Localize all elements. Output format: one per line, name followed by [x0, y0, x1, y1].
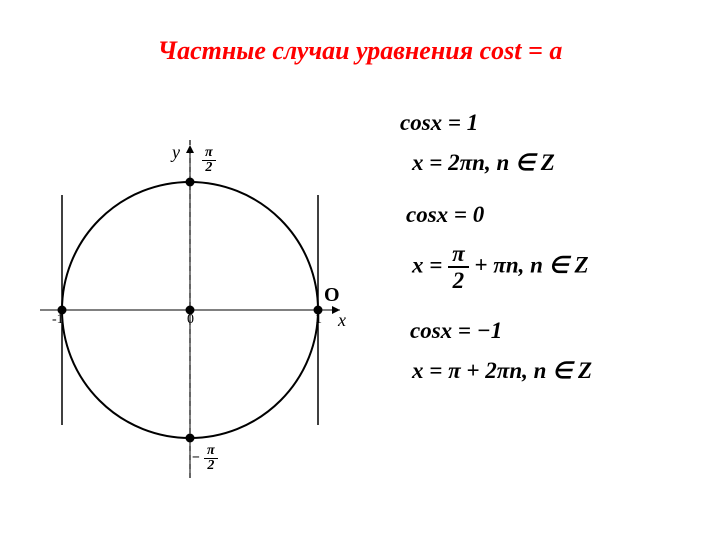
formula-sol-2: x = π + 2πn, n ∈ Z — [412, 358, 710, 384]
formula-eq-0: cosx = 1 — [400, 110, 710, 136]
zero-point-label: O — [324, 284, 340, 307]
x-axis-label: x — [338, 310, 346, 331]
page-title: Частные случаи уравнения cost = a — [0, 36, 720, 66]
tick-origin: 0 — [187, 312, 194, 328]
negpi2-num: π — [204, 444, 218, 459]
formula-eq-2: cosx = −1 — [410, 318, 710, 344]
unit-circle-diagram: y x 0 1 -1 O π 2 − π 2 — [30, 140, 350, 480]
neg-sign: − — [192, 451, 200, 466]
pi2-den: 2 — [202, 161, 216, 175]
pi-over-2-label: π 2 — [202, 146, 216, 175]
formula-list: cosx = 1 x = 2πn, n ∈ Z cosx = 0 x = π2 + π… — [400, 110, 710, 384]
unit-circle-svg — [30, 140, 350, 480]
tick-one: 1 — [315, 312, 322, 328]
tick-neg-one: -1 — [52, 312, 64, 328]
pi2-num: π — [202, 146, 216, 161]
y-axis-label: y — [172, 142, 180, 163]
formula-eq-1: cosx = 0 — [406, 202, 710, 228]
formula-sol-1: x = π2 + πn, n ∈ Z — [412, 242, 710, 292]
formula-sol-0: x = 2πn, n ∈ Z — [412, 150, 710, 176]
neg-pi-over-2-label: − π 2 — [192, 444, 218, 473]
negpi2-den: 2 — [204, 459, 218, 473]
